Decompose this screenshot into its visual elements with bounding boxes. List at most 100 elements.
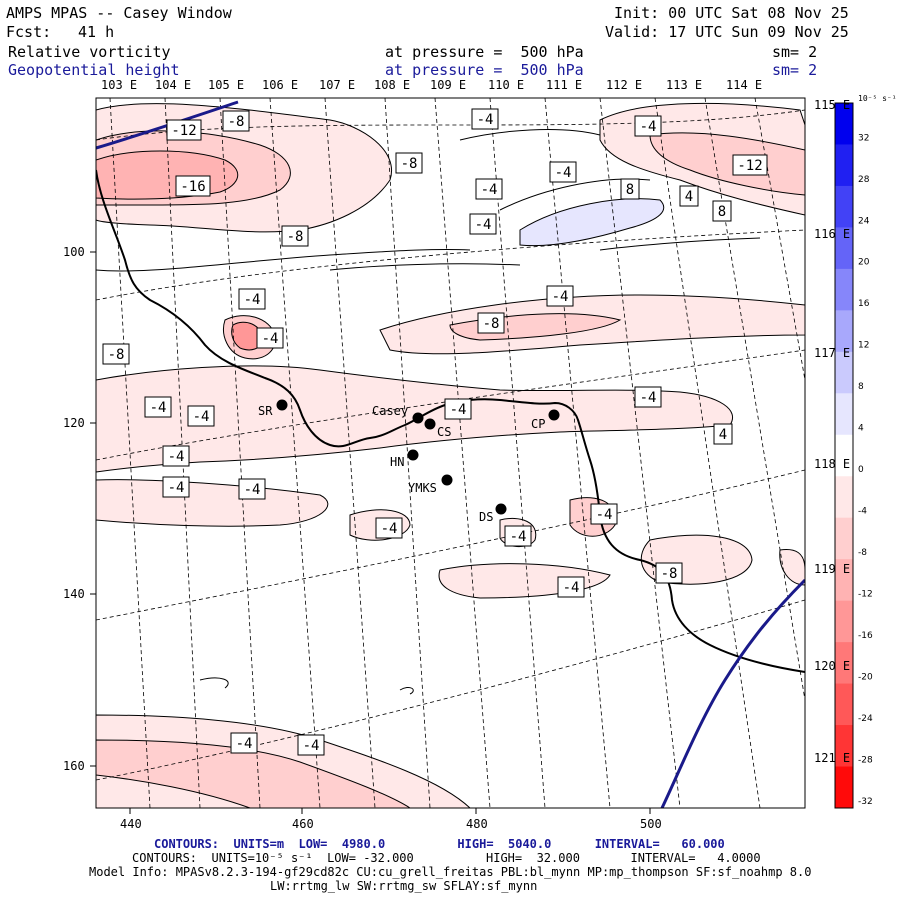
colorbar-label: 0	[858, 465, 864, 475]
colorbar-label: -16	[858, 631, 873, 641]
contour-label: -4	[375, 517, 403, 539]
svg-text:-4: -4	[640, 390, 657, 406]
svg-text:-4: -4	[555, 165, 572, 181]
station-marker	[495, 503, 507, 515]
y-tick-label: 120	[63, 416, 85, 430]
height-contour-info: CONTOURS: UNITS=m LOW= 4980.0 HIGH= 5040…	[154, 837, 725, 851]
station-label: CS	[437, 425, 451, 439]
colorbar-label: 20	[858, 258, 870, 268]
colorbar-swatch	[835, 351, 853, 394]
colorbar-label: 16	[858, 299, 870, 309]
x-tick-label: 480	[466, 817, 488, 831]
contour-label: -4	[634, 386, 662, 408]
contour-label: 8	[620, 178, 640, 200]
svg-text:-4: -4	[640, 119, 657, 135]
colorbar-label: 32	[858, 133, 869, 143]
contour-label: -4	[557, 576, 585, 598]
field1-smoothing: sm= 2	[772, 43, 818, 61]
field2-name: Geopotential height	[8, 61, 180, 79]
contour-label: -4	[297, 734, 325, 756]
contour-label: -4	[634, 115, 662, 137]
contour-label: -4	[162, 476, 190, 498]
field2-level: at pressure = 500 hPa	[385, 61, 584, 79]
colorbar-label: -28	[858, 755, 873, 765]
station-label: SR	[258, 404, 273, 418]
right-lon-label: 117 E	[814, 346, 851, 360]
svg-text:-4: -4	[381, 521, 398, 537]
top-lon-label: 113 E	[666, 78, 703, 92]
field2-smoothing: sm= 2	[772, 61, 818, 79]
station-label: DS	[479, 510, 493, 524]
colorbar-swatch	[835, 517, 853, 560]
colorbar-swatch	[835, 725, 853, 768]
contour-label: -4	[475, 178, 503, 200]
svg-text:-8: -8	[228, 114, 245, 130]
vort-region-bottom-inner	[96, 739, 411, 808]
station-label: HN	[390, 455, 404, 469]
colorbar-swatch	[835, 559, 853, 602]
colorbar-label: 8	[858, 382, 864, 392]
right-lon-label: 115 E	[814, 98, 851, 112]
height-contour-nw	[96, 100, 239, 150]
plot-frame	[95, 97, 806, 809]
top-lon-label: 105 E	[208, 78, 245, 92]
field1-name: Relative vorticity	[8, 43, 171, 61]
colorbar-label: 24	[858, 216, 870, 226]
valid-time: Valid: 17 UTC Sun 09 Nov 25	[605, 23, 849, 41]
colorbar-swatch	[835, 642, 853, 685]
right-lon-label: 118 E	[814, 457, 851, 471]
station-marker	[548, 409, 560, 421]
contour-label: -4	[549, 161, 577, 183]
contour-label: -4	[469, 213, 497, 235]
colorbar-label: 12	[858, 341, 869, 351]
init-time: Init: 00 UTC Sat 08 Nov 25	[614, 4, 849, 22]
contour-label: -12	[732, 154, 768, 176]
station-marker	[407, 449, 419, 461]
right-lon-label: 121 E	[814, 751, 851, 765]
svg-text:-4: -4	[236, 736, 253, 752]
contour-label: -4	[504, 525, 532, 547]
contour-label: -8	[477, 312, 505, 334]
station-label: Casey	[372, 404, 408, 418]
forecast-hour: 41 h	[78, 23, 115, 41]
model-info-2: LW:rrtmg_lw SW:rrtmg_sw SFLAY:sf_mynn	[270, 879, 538, 893]
station-label: CP	[531, 417, 545, 431]
svg-text:-8: -8	[483, 316, 500, 332]
colorbar-label: -8	[858, 548, 867, 558]
contour-label: -4	[471, 108, 499, 130]
contour-label: -4	[187, 405, 215, 427]
colorbar-label: -20	[858, 672, 873, 682]
vort-region-ne-inner	[649, 132, 805, 196]
vort-region-nw-core	[96, 150, 238, 200]
colorbar-swatch	[835, 268, 853, 311]
contour-label: -4	[238, 478, 266, 500]
colorbar: 32 28 24 20 16 12 8 4 0 -4 -8 -12 -16 -20 -24 -28 -32	[834, 102, 873, 809]
svg-text:-4: -4	[450, 402, 467, 418]
station-marker	[441, 474, 453, 486]
contour-label: -8	[222, 110, 250, 132]
top-lon-label: 108 E	[374, 78, 411, 92]
right-lon-label: 119 E	[814, 562, 851, 576]
svg-text:-8: -8	[401, 156, 418, 172]
svg-text:-4: -4	[244, 482, 261, 498]
svg-text:-4: -4	[303, 738, 320, 754]
top-lon-label: 114 E	[726, 78, 763, 92]
forecast-label: Fcst:	[6, 23, 52, 41]
svg-text:-4: -4	[475, 217, 492, 233]
colorbar-swatch	[835, 310, 853, 353]
top-lon-label: 109 E	[430, 78, 467, 92]
height-contour-se	[660, 578, 805, 808]
x-tick-label: 460	[292, 817, 314, 831]
colorbar-swatch	[835, 600, 853, 643]
x-tick-label: 440	[120, 817, 142, 831]
colorbar-label: 28	[858, 175, 870, 185]
svg-text:-4: -4	[150, 400, 167, 416]
y-tick-label: 100	[63, 245, 85, 259]
svg-text:-4: -4	[596, 507, 613, 523]
vort-region-left	[96, 479, 329, 527]
map-title: AMPS MPAS -- Casey Window	[6, 4, 232, 22]
svg-text:-12: -12	[737, 158, 762, 174]
svg-text:-16: -16	[180, 179, 205, 195]
contour-label: -4	[162, 445, 190, 467]
